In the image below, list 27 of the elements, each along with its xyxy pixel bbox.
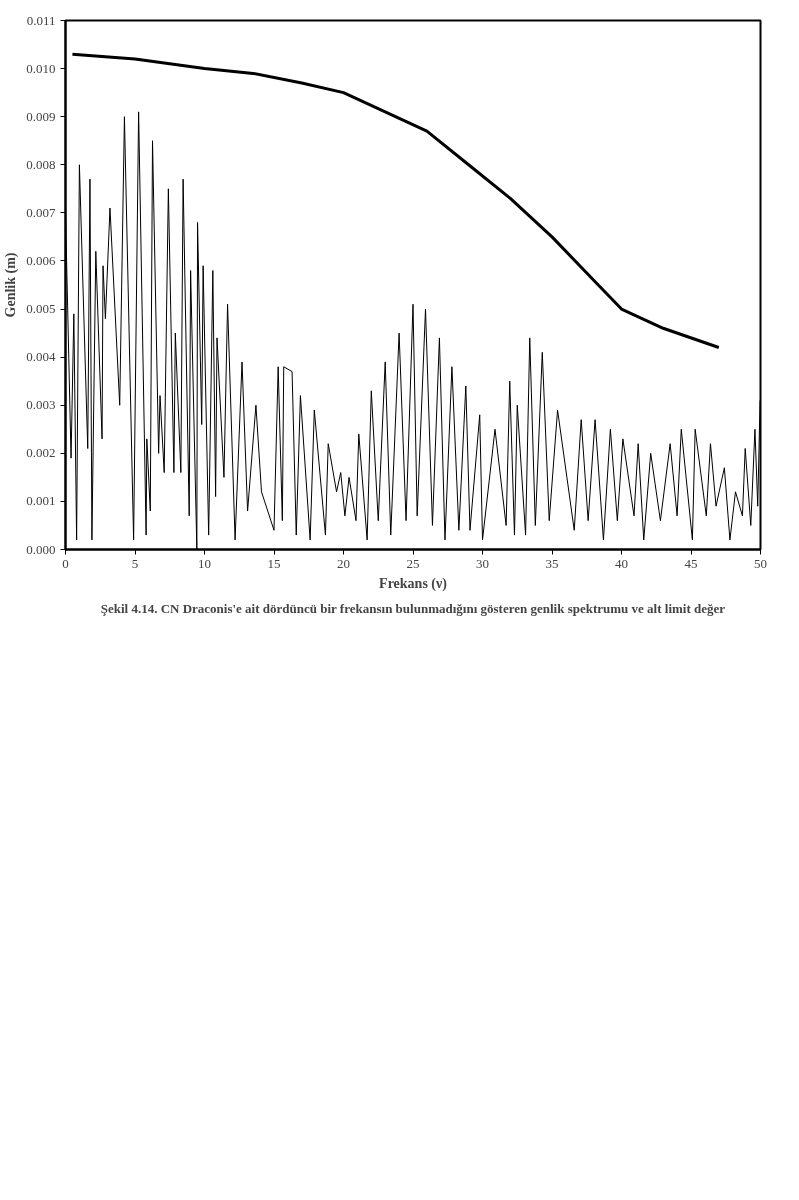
- y-tick-label: 0.008: [26, 156, 56, 172]
- y-tick-label: 0.000: [26, 541, 56, 557]
- y-tick-label: 0.002: [26, 445, 56, 461]
- x-tick-label: 50: [754, 555, 767, 571]
- line-series: [70, 52, 721, 350]
- x-tick-label: 35: [545, 555, 559, 571]
- y-tick-label: 0.004: [26, 349, 56, 365]
- y-tick-label: 0.011: [26, 12, 56, 28]
- y-tick-label: 0.005: [26, 301, 56, 317]
- y-tick-label: 0.010: [26, 60, 56, 76]
- y-axis-title: Genlik (m): [3, 252, 20, 318]
- x-tick-label: 40: [615, 555, 628, 571]
- x-tick-label: 10: [198, 555, 211, 571]
- x-tick-label: 15: [267, 555, 281, 571]
- y-tick-label: 0.003: [26, 397, 56, 413]
- x-tick-label: 20: [337, 555, 350, 571]
- x-tick-label: 5: [131, 555, 139, 571]
- y-tick-label: 0.006: [26, 252, 56, 268]
- x-tick-label: 30: [476, 555, 489, 571]
- y-tick-label: 0.009: [26, 108, 56, 124]
- x-tick-label: 45: [684, 555, 698, 571]
- x-tick-label: 0: [62, 555, 69, 571]
- x-tick-label: 25: [406, 555, 420, 571]
- text: Şekil 4.14. CN Draconis'e ait dördüncü bir frekansın bulunmadığını gösteren genlik spektrumu ve alt limit değer: [100, 600, 726, 616]
- y-tick-label: 0.007: [26, 204, 56, 220]
- x-axis-title: Frekans (ν): [379, 575, 448, 592]
- y-tick-label: 0.001: [26, 493, 56, 509]
